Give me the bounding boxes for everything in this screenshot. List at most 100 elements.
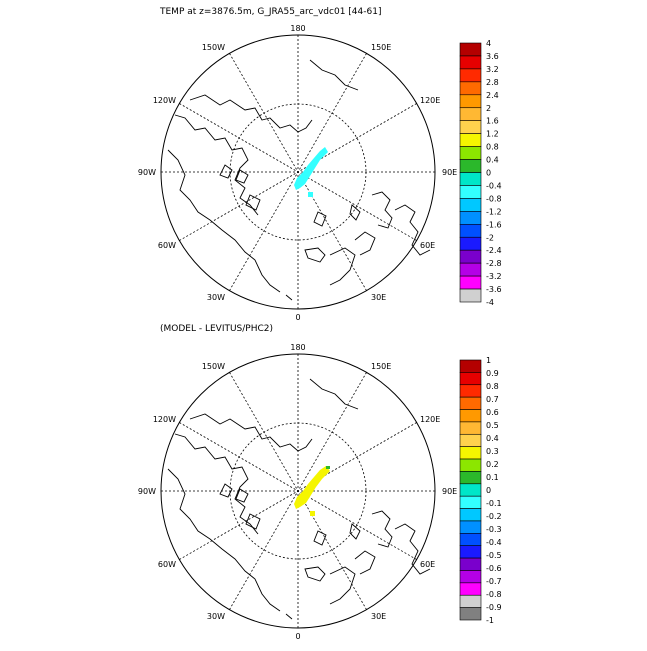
colorbar-label: 0.4 xyxy=(486,434,499,443)
colorbar-swatch xyxy=(459,211,482,225)
colorbar-label: -1.2 xyxy=(486,207,502,216)
colorbar-label: 0.1 xyxy=(486,473,499,482)
colorbar-swatch xyxy=(459,396,482,410)
lon-label-180: 180 xyxy=(290,343,305,352)
panel-1-title: TEMP at z=3876.5m, G_JRA55_arc_vdc01 [44… xyxy=(159,7,381,17)
colorbar-label: -0.4 xyxy=(486,538,502,547)
colorbar-swatch xyxy=(459,421,482,435)
colorbar-label: -0.8 xyxy=(486,590,502,599)
lon-label-150e: 150E xyxy=(371,362,391,371)
colorbar-label: -0.6 xyxy=(486,564,502,573)
coastlines xyxy=(167,378,431,620)
colorbar-label: -2.8 xyxy=(486,259,502,268)
colorbar-label: 0.2 xyxy=(486,460,499,469)
colorbar-swatch xyxy=(459,81,482,96)
lon-label-0: 0 xyxy=(295,632,300,641)
colorbar-swatch xyxy=(459,94,482,109)
colorbar-label: 0.4 xyxy=(486,156,499,165)
colorbar-swatch xyxy=(459,409,482,423)
colorbar-swatch xyxy=(459,107,482,121)
anomaly-region xyxy=(294,466,330,516)
colorbar-swatch xyxy=(459,483,482,497)
colorbar-label: -0.4 xyxy=(486,181,502,190)
lon-label-60e: 60E xyxy=(420,241,435,250)
colorbar-swatch xyxy=(459,582,482,596)
panel-1-map: 180 150E 120E 90E 60E 30E 0 30W 60W 90W … xyxy=(138,24,457,322)
colorbar-label: -0.1 xyxy=(486,499,502,508)
colorbar-label: -3.2 xyxy=(486,272,502,281)
anomaly-patch xyxy=(294,147,328,190)
anomaly-speck xyxy=(310,511,315,516)
colorbar-swatch xyxy=(459,68,482,83)
lon-label-30w: 30W xyxy=(207,293,225,302)
lon-label-120e: 120E xyxy=(420,96,440,105)
colorbar-swatch xyxy=(459,520,482,534)
colorbar-label: 0.5 xyxy=(486,421,499,430)
lon-label-60e: 60E xyxy=(420,560,435,569)
colorbar-label: -0.2 xyxy=(486,512,502,521)
anomaly-green-speck xyxy=(326,466,330,469)
lon-label-180: 180 xyxy=(290,24,305,33)
panel-2-lon-labels: 180 150E 120E 90E 60E 30E 0 30W 60W 90W … xyxy=(138,343,457,641)
colorbar-label: 0.9 xyxy=(486,369,499,378)
coastlines xyxy=(167,59,431,301)
colorbar-swatch xyxy=(459,236,482,251)
colorbar-swatch xyxy=(459,495,482,509)
colorbar-label: 3.2 xyxy=(486,65,499,74)
colorbar-swatch xyxy=(459,159,482,173)
colorbar-label: -2.4 xyxy=(486,246,502,255)
colorbar-label: 1.6 xyxy=(486,117,499,126)
colorbar-swatch xyxy=(459,446,482,460)
colorbar-swatch xyxy=(459,198,482,212)
colorbar-label: -1.6 xyxy=(486,220,502,229)
panel-1-colorbar: 4 3.6 3.2 2.8 2.4 2 1.6 1.2 0.8 0.4 0 -0.4 -0.8 -1.2 -… xyxy=(459,39,502,307)
colorbar-label: 0.8 xyxy=(486,382,499,391)
colorbar-swatch xyxy=(459,185,482,199)
colorbar-swatch xyxy=(459,359,482,373)
colorbar-label: -4 xyxy=(486,298,494,307)
colorbar-label: -2 xyxy=(486,233,494,242)
meridian-lines xyxy=(161,354,435,628)
colorbar-swatch xyxy=(459,55,482,70)
colorbar-label: -0.9 xyxy=(486,603,502,612)
colorbar-label: 0.7 xyxy=(486,395,499,404)
lon-label-120w: 120W xyxy=(153,415,176,424)
colorbar-swatch xyxy=(459,570,482,584)
lon-label-30e: 30E xyxy=(371,612,386,621)
colorbar-swatch xyxy=(459,557,482,571)
panel-2-title: (MODEL - LEVITUS/PHC2) xyxy=(160,324,273,334)
colorbar-swatch xyxy=(459,372,482,386)
colorbar-swatch xyxy=(459,120,482,134)
colorbar-swatch xyxy=(459,262,482,277)
anomaly-patch xyxy=(294,466,330,509)
colorbar-label: -3.6 xyxy=(486,285,502,294)
colorbar-label: -0.3 xyxy=(486,525,502,534)
colorbar-label: 0 xyxy=(486,486,491,495)
colorbar-swatch xyxy=(459,508,482,522)
colorbar-label: 0.8 xyxy=(486,143,499,152)
panel-2: (MODEL - LEVITUS/PHC2) xyxy=(138,324,502,641)
lon-label-150w: 150W xyxy=(202,362,225,371)
lon-label-60w: 60W xyxy=(158,241,176,250)
lon-label-60w: 60W xyxy=(158,560,176,569)
panel-1-lon-labels: 180 150E 120E 90E 60E 30E 0 30W 60W 90W … xyxy=(138,24,457,322)
colorbar-label: 2.8 xyxy=(486,78,499,87)
colorbar-swatch xyxy=(459,172,482,186)
colorbar-label: 0.6 xyxy=(486,408,499,417)
colorbar-swatch xyxy=(459,42,482,57)
lon-label-90w: 90W xyxy=(138,487,156,496)
lon-label-0: 0 xyxy=(295,313,300,322)
lon-label-150w: 150W xyxy=(202,43,225,52)
panel-1: TEMP at z=3876.5m, G_JRA55_arc_vdc01 [44… xyxy=(138,7,502,322)
colorbar-label: -0.7 xyxy=(486,577,502,586)
colorbar-swatch xyxy=(459,288,482,303)
colorbar-label: 1 xyxy=(486,356,491,365)
colorbar-label: 0 xyxy=(486,169,491,178)
colorbar-swatch xyxy=(459,133,482,147)
colorbar-swatch xyxy=(459,458,482,472)
colorbar-swatch xyxy=(459,384,482,398)
colorbar-swatch xyxy=(459,471,482,485)
colorbar-label: 2 xyxy=(486,104,491,113)
colorbar-label: 2.4 xyxy=(486,91,499,100)
colorbar-swatch xyxy=(459,275,482,290)
